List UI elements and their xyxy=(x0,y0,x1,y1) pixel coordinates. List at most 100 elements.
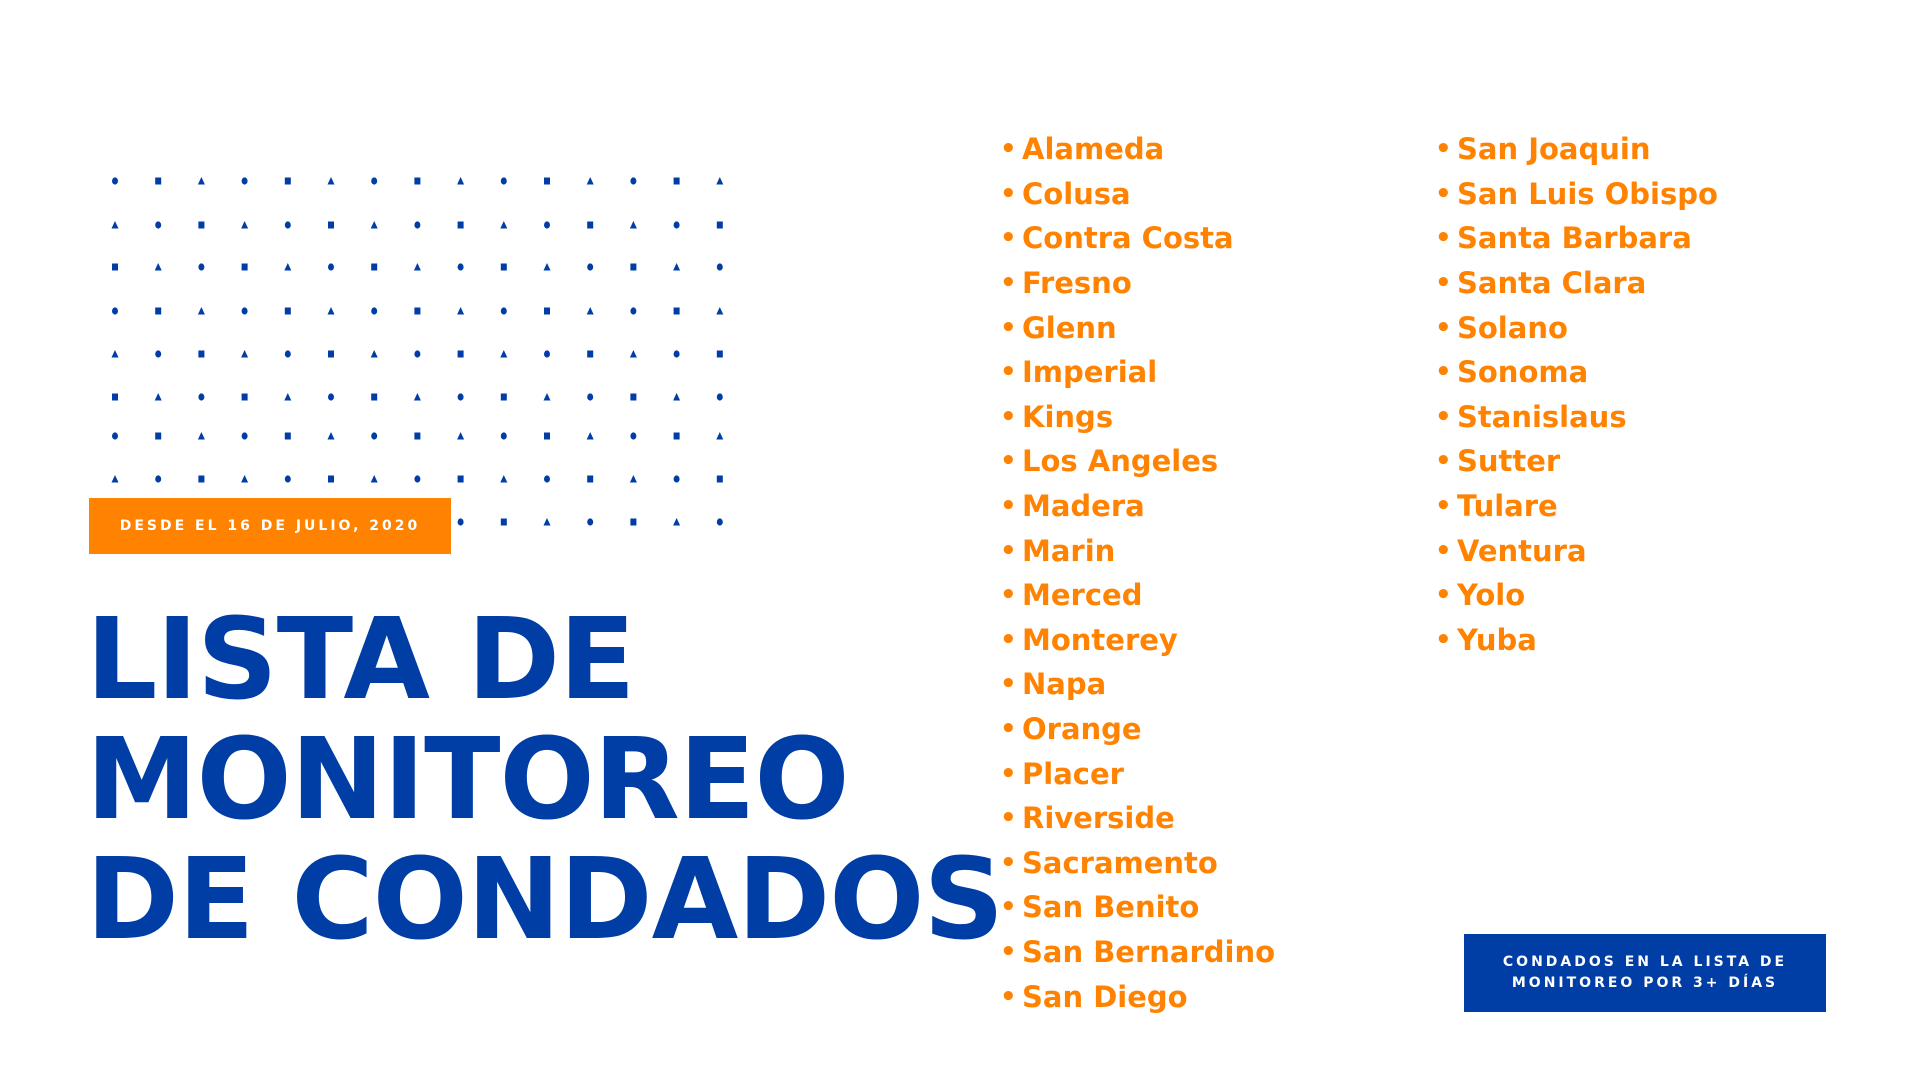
county-list-item: • Kings xyxy=(1000,395,1275,440)
county-name: Merced xyxy=(1022,578,1143,613)
county-list-item: • Monterey xyxy=(1000,618,1275,663)
county-name: Sutter xyxy=(1457,444,1561,479)
circle-icon xyxy=(500,307,507,315)
legend-line: CONDADOS EN LA LISTA DE xyxy=(1502,954,1788,970)
date-badge: DESDE EL 16 DE JULIO, 2020 xyxy=(89,498,451,554)
county-name: San Diego xyxy=(1022,979,1188,1014)
circle-icon xyxy=(371,177,378,185)
square-icon xyxy=(544,307,550,315)
county-name: Monterey xyxy=(1022,622,1178,657)
square-icon xyxy=(414,177,421,185)
triangle-icon xyxy=(629,350,637,358)
square-icon xyxy=(328,475,334,483)
bullet-icon: • xyxy=(1000,134,1017,165)
circle-icon xyxy=(112,432,118,440)
bullet-icon: • xyxy=(1000,981,1017,1012)
square-icon xyxy=(371,263,378,271)
circle-icon xyxy=(155,221,162,229)
bullet-icon: • xyxy=(1435,357,1452,388)
bullet-icon: • xyxy=(1435,312,1452,343)
square-icon xyxy=(155,432,162,440)
county-name: Sonoma xyxy=(1457,355,1589,390)
county-list-column-1: • Alameda • Colusa • Contra Costa • Fresno • Glen… xyxy=(1000,127,1275,1019)
circle-icon xyxy=(241,432,248,440)
bullet-icon: • xyxy=(1000,535,1017,566)
square-icon xyxy=(284,307,291,315)
circle-icon xyxy=(457,263,464,271)
triangle-icon xyxy=(241,221,249,229)
square-icon xyxy=(457,221,464,229)
triangle-icon xyxy=(457,307,465,315)
square-icon xyxy=(112,393,118,401)
county-list-item: • Sutter xyxy=(1435,439,1718,484)
bullet-icon: • xyxy=(1000,491,1017,522)
circle-icon xyxy=(241,177,248,185)
circle-icon xyxy=(112,307,118,315)
triangle-icon xyxy=(370,350,378,358)
circle-icon xyxy=(112,177,118,185)
square-icon xyxy=(716,475,723,483)
county-name: San Luis Obispo xyxy=(1457,176,1718,211)
county-list-item: • Glenn xyxy=(1000,305,1275,350)
circle-icon xyxy=(414,350,421,358)
county-name: Tulare xyxy=(1457,489,1558,524)
county-list-item: • Merced xyxy=(1000,573,1275,618)
legend-box: CONDADOS EN LA LISTA DE MONITOREO POR 3+… xyxy=(1464,934,1826,1012)
square-icon xyxy=(716,350,723,358)
square-icon xyxy=(414,307,421,315)
triangle-icon xyxy=(197,307,205,315)
triangle-icon xyxy=(500,475,508,483)
county-name: Madera xyxy=(1022,489,1145,524)
circle-icon xyxy=(544,475,550,483)
bullet-icon: • xyxy=(1000,892,1017,923)
square-icon xyxy=(328,350,334,358)
bullet-icon: • xyxy=(1435,624,1452,655)
circle-icon xyxy=(500,177,507,185)
circle-icon xyxy=(328,393,334,401)
circle-icon xyxy=(716,518,723,526)
bullet-icon: • xyxy=(1435,401,1452,432)
triangle-icon xyxy=(284,393,292,401)
triangle-icon xyxy=(716,432,724,440)
bullet-icon: • xyxy=(1000,401,1017,432)
square-icon xyxy=(500,393,507,401)
triangle-icon xyxy=(716,307,724,315)
bullet-icon: • xyxy=(1000,223,1017,254)
circle-icon xyxy=(716,393,723,401)
county-name: Los Angeles xyxy=(1022,444,1219,479)
county-list-item: • Alameda xyxy=(1000,127,1275,172)
triangle-icon xyxy=(716,177,724,185)
square-icon xyxy=(198,475,205,483)
circle-icon xyxy=(673,350,680,358)
triangle-icon xyxy=(111,350,119,358)
county-name: San Bernardino xyxy=(1022,934,1276,969)
circle-icon xyxy=(457,393,464,401)
square-icon xyxy=(630,393,637,401)
triangle-icon xyxy=(154,393,162,401)
triangle-icon xyxy=(629,221,637,229)
square-icon xyxy=(587,475,594,483)
square-icon xyxy=(414,432,421,440)
county-list-item: • Riverside xyxy=(1000,796,1275,841)
triangle-icon xyxy=(413,263,421,271)
circle-icon xyxy=(630,177,637,185)
county-list-item: • Contra Costa xyxy=(1000,216,1275,261)
circle-icon xyxy=(198,393,205,401)
square-icon xyxy=(284,432,291,440)
triangle-icon xyxy=(673,518,681,526)
triangle-icon xyxy=(327,432,335,440)
square-icon xyxy=(328,221,334,229)
circle-icon xyxy=(457,518,464,526)
county-list-item: • Sacramento xyxy=(1000,841,1275,886)
triangle-icon xyxy=(154,263,162,271)
county-list-item: • Napa xyxy=(1000,662,1275,707)
county-name: Yolo xyxy=(1457,578,1526,613)
square-icon xyxy=(457,350,464,358)
county-list-item: • San Joaquin xyxy=(1435,127,1718,172)
county-name: Ventura xyxy=(1457,533,1587,568)
square-icon xyxy=(587,350,594,358)
bullet-icon: • xyxy=(1000,446,1017,477)
circle-icon xyxy=(284,221,291,229)
square-icon xyxy=(630,518,637,526)
square-icon xyxy=(155,307,162,315)
